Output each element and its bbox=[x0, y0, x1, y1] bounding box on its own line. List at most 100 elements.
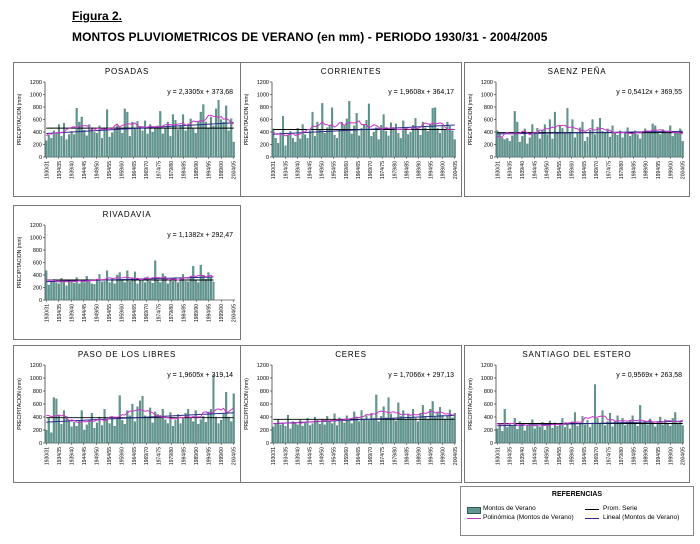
bar-posadas-32 bbox=[126, 111, 129, 158]
bar-paso-de-los-libres-61 bbox=[199, 419, 202, 444]
bar-santiago-del-estero-2 bbox=[501, 431, 504, 444]
bar-rivadavia-5 bbox=[57, 283, 60, 301]
y-tick-label: 1000 bbox=[30, 376, 42, 382]
bar-posadas-20 bbox=[95, 133, 98, 158]
bar-posadas-38 bbox=[141, 130, 144, 158]
bar-saenz-pena-55 bbox=[634, 130, 637, 158]
bar-santiago-del-estero-66 bbox=[661, 424, 664, 444]
bar-corrientes-61 bbox=[421, 121, 424, 158]
bar-rivadavia-48 bbox=[166, 283, 169, 301]
bar-corrientes-16 bbox=[311, 111, 314, 158]
bar-saenz-pena-60 bbox=[646, 130, 649, 158]
y-tick-label: 800 bbox=[260, 389, 269, 395]
bar-posadas-27 bbox=[113, 129, 116, 158]
x-tick-label: 1969/70 bbox=[144, 161, 150, 179]
bar-santiago-del-estero-69 bbox=[669, 425, 672, 444]
bar-saenz-pena-29 bbox=[568, 131, 571, 158]
bar-santiago-del-estero-58 bbox=[641, 423, 644, 444]
bar-saenz-pena-74 bbox=[681, 141, 684, 158]
x-tick-label: 1974/75 bbox=[380, 161, 386, 179]
bar-ceres-16 bbox=[311, 423, 314, 444]
bar-paso-de-los-libres-52 bbox=[176, 414, 180, 444]
bar-ceres-55 bbox=[407, 413, 410, 444]
bar-rivadavia-62 bbox=[202, 274, 205, 301]
bar-rivadavia-34 bbox=[131, 277, 134, 301]
bar-paso-de-los-libres-55 bbox=[184, 412, 187, 444]
bar-corrientes-44 bbox=[380, 125, 383, 158]
bar-saenz-pena-5 bbox=[508, 141, 511, 158]
x-tick-label: 1994/95 bbox=[207, 304, 213, 322]
bar-rivadavia-54 bbox=[182, 274, 185, 301]
y-axis-label: PRECIPITACION (mm) bbox=[468, 378, 474, 430]
bar-rivadavia-21 bbox=[98, 274, 101, 301]
bar-santiago-del-estero-49 bbox=[619, 423, 622, 444]
x-tick-label: 2004/05 bbox=[232, 447, 238, 465]
bar-corrientes-50 bbox=[394, 123, 397, 158]
bar-rivadavia-63 bbox=[204, 279, 207, 301]
bar-paso-de-los-libres-28 bbox=[116, 418, 119, 444]
x-tick-label: 1934/35 bbox=[57, 161, 63, 179]
y-tick-label: 1000 bbox=[30, 93, 42, 99]
bar-corrientes-9 bbox=[294, 141, 297, 158]
x-tick-label: 1984/85 bbox=[182, 161, 188, 179]
bar-rivadavia-17 bbox=[88, 281, 91, 301]
bar-ceres-11 bbox=[299, 420, 302, 444]
bar-rivadavia-46 bbox=[161, 273, 164, 301]
bar-santiago-del-estero-43 bbox=[604, 425, 607, 444]
bar-rivadavia-52 bbox=[176, 282, 180, 301]
x-tick-label: 1989/90 bbox=[416, 447, 422, 465]
bar-saenz-pena-52 bbox=[626, 127, 629, 158]
bar-rivadavia-16 bbox=[85, 276, 88, 301]
bar-paso-de-los-libres-60 bbox=[197, 424, 200, 444]
bar-rivadavia-13 bbox=[78, 283, 81, 301]
x-tick-label: 1999/00 bbox=[219, 161, 225, 179]
legend-mean-swatch bbox=[585, 509, 599, 510]
bar-paso-de-los-libres-29 bbox=[118, 395, 121, 444]
bar-posadas-42 bbox=[151, 131, 154, 158]
bar-santiago-del-estero-22 bbox=[551, 427, 554, 444]
bar-corrientes-67 bbox=[436, 128, 439, 158]
bar-posadas-34 bbox=[131, 121, 134, 158]
bar-saenz-pena-38 bbox=[591, 119, 594, 158]
bar-ceres-39 bbox=[367, 420, 370, 444]
y-tick-label: 800 bbox=[33, 389, 42, 395]
bar-paso-de-los-libres-21 bbox=[98, 416, 101, 444]
y-tick-label: 1200 bbox=[481, 363, 493, 369]
bar-santiago-del-estero-55 bbox=[634, 424, 637, 444]
bar-posadas-18 bbox=[90, 127, 93, 158]
bar-posadas-33 bbox=[128, 136, 131, 158]
x-tick-label: 1939/40 bbox=[520, 447, 526, 465]
trend-equation-ceres: y = 1,7066x + 297,13 bbox=[388, 372, 454, 379]
bar-saenz-pena-73 bbox=[679, 128, 682, 158]
y-tick-label: 600 bbox=[260, 402, 269, 408]
linear-trend-posadas bbox=[46, 122, 234, 134]
bar-posadas-66 bbox=[212, 125, 215, 158]
chart-rivadavia: RIVADAVIA 0 200 400 600 800 1000 1200 PRECIPITAC… bbox=[13, 205, 241, 340]
bar-ceres-50 bbox=[394, 420, 397, 444]
x-tick-label: 1949/50 bbox=[545, 161, 551, 179]
x-tick-label: 1949/50 bbox=[94, 161, 100, 179]
x-tick-label: 1930/31 bbox=[495, 447, 501, 465]
x-tick-label: 2004/05 bbox=[232, 161, 238, 179]
bar-rivadavia-56 bbox=[187, 281, 190, 301]
bar-rivadavia-61 bbox=[199, 264, 202, 301]
bar-santiago-del-estero-70 bbox=[671, 418, 674, 444]
bar-ceres-62 bbox=[424, 416, 427, 444]
bar-ceres-61 bbox=[421, 405, 424, 444]
y-tick-label: 400 bbox=[484, 130, 493, 136]
bar-saenz-pena-27 bbox=[563, 133, 566, 158]
bar-posadas-54 bbox=[182, 114, 185, 158]
y-tick-label: 800 bbox=[33, 248, 42, 254]
bar-rivadavia-19 bbox=[93, 284, 96, 301]
bar-rivadavia-32 bbox=[126, 270, 129, 301]
bar-rivadavia-50 bbox=[171, 281, 174, 301]
x-tick-label: 1954/55 bbox=[332, 161, 338, 179]
bar-posadas-43 bbox=[154, 128, 157, 158]
bar-posadas-58 bbox=[192, 128, 195, 158]
bar-paso-de-los-libres-66 bbox=[212, 375, 215, 444]
bar-corrientes-4 bbox=[282, 116, 285, 158]
bar-corrientes-71 bbox=[446, 121, 449, 158]
bar-posadas-29 bbox=[118, 127, 121, 158]
x-tick-label: 1994/95 bbox=[429, 161, 435, 179]
bar-ceres-22 bbox=[326, 416, 329, 444]
